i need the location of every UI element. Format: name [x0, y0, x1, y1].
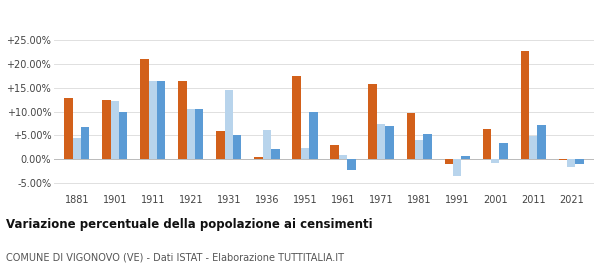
Bar [368, 84, 377, 159]
Bar [292, 76, 301, 159]
Bar [301, 148, 309, 159]
Bar [233, 136, 241, 159]
Bar [217, 131, 225, 159]
Bar [559, 159, 567, 160]
Bar [254, 157, 263, 159]
Bar [149, 81, 157, 159]
Bar [110, 101, 119, 159]
Bar [64, 98, 73, 159]
Bar [157, 81, 166, 159]
Bar [538, 125, 546, 159]
Bar [445, 159, 453, 164]
Bar [461, 155, 470, 159]
Bar [482, 129, 491, 159]
Bar [423, 134, 431, 159]
Bar [331, 144, 339, 159]
Text: COMUNE DI VIGONOVO (VE) - Dati ISTAT - Elaborazione TUTTITALIA.IT: COMUNE DI VIGONOVO (VE) - Dati ISTAT - E… [6, 252, 344, 262]
Bar [309, 112, 317, 159]
Bar [119, 112, 127, 159]
Bar [529, 136, 538, 159]
Text: Variazione percentuale della popolazione ai censimenti: Variazione percentuale della popolazione… [6, 218, 373, 231]
Bar [575, 159, 584, 164]
Bar [567, 159, 575, 167]
Bar [73, 138, 81, 159]
Bar [407, 113, 415, 159]
Bar [271, 149, 280, 159]
Bar [178, 81, 187, 159]
Bar [347, 159, 356, 170]
Bar [81, 127, 89, 159]
Bar [453, 159, 461, 176]
Bar [339, 155, 347, 159]
Bar [499, 143, 508, 159]
Bar [195, 109, 203, 159]
Bar [102, 100, 110, 159]
Bar [187, 109, 195, 159]
Bar [263, 130, 271, 159]
Bar [385, 126, 394, 159]
Bar [140, 59, 149, 159]
Bar [491, 159, 499, 163]
Bar [225, 90, 233, 159]
Bar [521, 51, 529, 159]
Bar [415, 140, 423, 159]
Bar [377, 123, 385, 159]
